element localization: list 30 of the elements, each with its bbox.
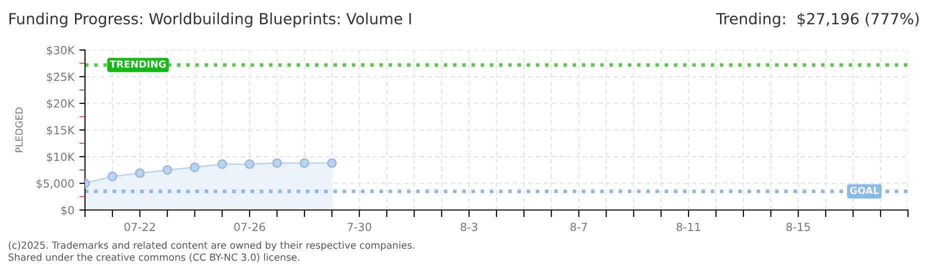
x-tick-label: 07-22: [124, 222, 155, 232]
point: [300, 158, 310, 168]
point: [190, 162, 200, 172]
y-tick-label: $5,000: [36, 179, 74, 190]
y-tick-label: $15K: [47, 126, 75, 136]
y-tick-label: $0: [61, 206, 74, 216]
x-tick-label: 8-15: [786, 222, 810, 232]
x-tick-label: 8-3: [460, 222, 478, 232]
ref-line-label: GOAL: [850, 186, 879, 194]
y-axis-title: PLEDGED: [15, 108, 23, 152]
y-tick-label: $25K: [47, 72, 75, 83]
text: Trending: $27,196 (777%): [716, 12, 919, 28]
y-tick-label: $30K: [47, 46, 75, 56]
y-tick-label: $10K: [47, 152, 75, 163]
chart-title: Funding Progress: Worldbuilding Blueprints: Volume I: [10, 12, 411, 28]
text: (c)2025. Trademarks and related content are owned by their respective companies.: [8, 241, 414, 251]
point: [272, 158, 282, 168]
y-tick-label: $20K: [47, 99, 75, 110]
point: [244, 159, 254, 169]
text: Shared under the creative commons (CC BY-NC 3.0) license.: [8, 253, 300, 262]
point: [135, 168, 145, 178]
x-tick-label: 07-26: [234, 222, 266, 232]
ref-line-label: TRENDING: [110, 60, 166, 68]
x-tick-label: 8-11: [676, 222, 700, 232]
x-tick-label: 7-30: [348, 222, 372, 232]
point: [217, 159, 228, 169]
point: [162, 165, 172, 175]
x-tick-label: 8-7: [570, 222, 587, 232]
point: [108, 172, 118, 182]
point: [327, 158, 337, 168]
